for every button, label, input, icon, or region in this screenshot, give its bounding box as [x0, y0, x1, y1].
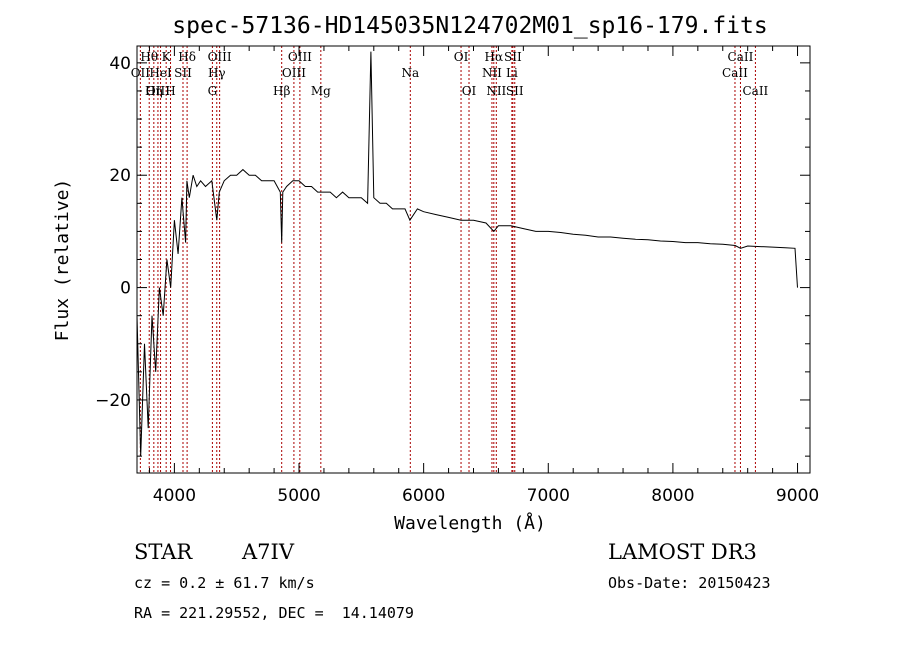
spectral-line-label: Na — [401, 66, 419, 80]
axis-ticks: 4000 5000 6000 7000 8000 9000 −20 0 20 40 — [95, 46, 819, 506]
x-tick-label: 6000 — [402, 486, 445, 506]
x-tick-label: 5000 — [277, 486, 320, 506]
spectral-line-label: G — [208, 84, 218, 98]
spectral-line-label: H — [165, 84, 175, 98]
spectrum-series-line — [136, 51, 798, 457]
spectral-line-label: K — [162, 50, 172, 64]
spectral-line-markers — [139, 46, 756, 473]
plot-frame — [136, 45, 811, 474]
spectral-line-label: Hα — [485, 50, 504, 64]
y-tick-label: 20 — [109, 166, 131, 186]
spectral-line-label: SII — [506, 84, 524, 98]
spectral-line-label: Mg — [311, 84, 331, 98]
spectral-line-label: OI — [454, 50, 469, 64]
object-subclass: A7IV — [242, 540, 294, 564]
spectral-line-label: Hγ — [208, 66, 226, 80]
coordinates: RA = 221.29552, DEC = 14.14079 — [134, 604, 414, 622]
spectral-line-label: Hδ — [178, 50, 196, 64]
spectral-line-label: OIII — [288, 50, 312, 64]
redshift-velocity: cz = 0.2 ± 61.7 km/s — [134, 574, 315, 592]
spectral-line-label: CaII — [742, 84, 768, 98]
y-tick-label: −20 — [95, 391, 131, 411]
x-tick-label: 8000 — [651, 486, 694, 506]
spectral-line-label: OII — [131, 66, 151, 80]
spectral-line-label: OIII — [208, 50, 232, 64]
spectral-line-label: SII — [504, 50, 522, 64]
survey-name: LAMOST DR3 — [608, 540, 757, 564]
spectral-line-label: NII — [482, 66, 502, 80]
spectral-line-label: OIII — [282, 66, 306, 80]
x-tick-label: 9000 — [776, 486, 819, 506]
object-class: STAR — [134, 540, 193, 564]
observation-date: Obs-Date: 20150423 — [608, 574, 771, 592]
spectral-line-label: CaII — [728, 50, 754, 64]
spectral-line-label: OIII — [146, 84, 170, 98]
spectral-line-label: HeI — [149, 66, 172, 80]
chart-title: spec-57136-HD145035N124702M01_sp16-179.f… — [172, 13, 767, 39]
spectral-line-label: CaII — [722, 66, 748, 80]
x-tick-label: 7000 — [527, 486, 570, 506]
spectral-line-label: Li — [506, 66, 518, 80]
y-tick-label: 0 — [120, 279, 131, 299]
y-axis-label: Flux (relative) — [52, 179, 73, 342]
spectral-line-labels: Hθ OII OIII K HeI Hη SII H Hδ OIII Hγ G Hβ OIII OIII Mg… — [131, 50, 769, 98]
x-axis-label: Wavelength (Å) — [394, 512, 546, 534]
spectral-line-label: OI — [462, 84, 477, 98]
spectral-line-label: Hθ — [140, 50, 158, 64]
spectral-line-label: NII — [486, 84, 506, 98]
spectral-line-label: Hη — [145, 84, 163, 98]
spectral-line-label: Hβ — [273, 84, 290, 98]
y-tick-label: 40 — [109, 54, 131, 74]
x-tick-label: 4000 — [153, 486, 196, 506]
spectral-line-label: SII — [174, 66, 192, 80]
